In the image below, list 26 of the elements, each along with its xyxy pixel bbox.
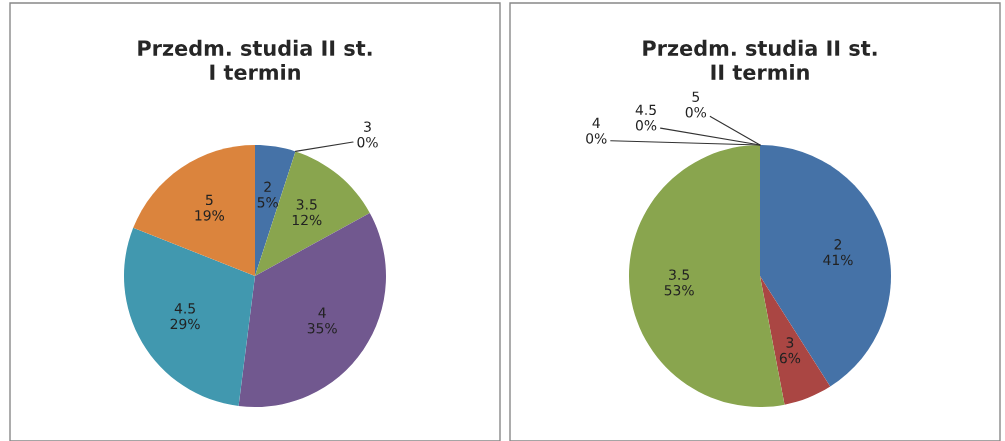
data-label: 41% — [823, 254, 853, 266]
slice-label: 4.5 — [174, 303, 195, 314]
data-label: 12% — [292, 214, 322, 226]
data-label: 53% — [664, 284, 694, 296]
slice-label: 2 — [264, 181, 271, 192]
text: 0% — [357, 136, 378, 148]
chart-title: Przedm. studia II st. II termin — [643, 39, 877, 81]
data-label: 35% — [307, 322, 337, 334]
text: 0% — [635, 120, 657, 131]
slice-label: 3.5 — [669, 269, 689, 280]
slice-label: 3.5 — [296, 199, 317, 210]
slice-label: 2 — [834, 239, 842, 250]
slice-label: 3 — [786, 337, 794, 348]
category-label: 5 — [692, 91, 700, 102]
category-label: 4.5 — [635, 104, 656, 116]
data-label: 6% — [779, 352, 801, 364]
slice-label: 4 — [318, 307, 326, 318]
text: 0% — [685, 107, 707, 118]
category-label: 4 — [592, 117, 600, 128]
slice-label: 5 — [206, 194, 213, 206]
data-label: 5% — [257, 197, 278, 208]
chart-title: Przedm. studia II st. I termin — [138, 39, 372, 81]
data-label: 29% — [170, 318, 200, 330]
category-label: 3 — [364, 121, 371, 132]
text: 0% — [586, 133, 607, 144]
data-label: 19% — [195, 210, 225, 221]
